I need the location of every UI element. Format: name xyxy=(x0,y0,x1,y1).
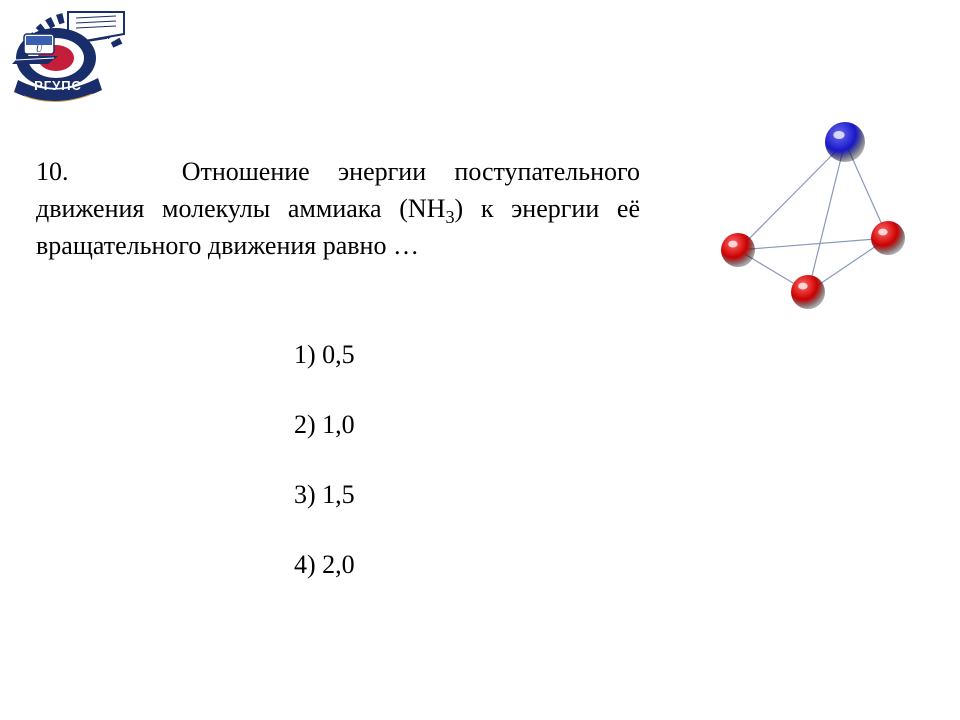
answer-option: 1) 0,5 xyxy=(294,340,355,370)
answer-option: 2) 1,0 xyxy=(294,410,355,440)
answer-option: 4) 2,0 xyxy=(294,550,355,580)
answer-list: 1) 0,5 2) 1,0 3) 1,5 4) 2,0 xyxy=(294,340,355,620)
university-logo: U РГУПС xyxy=(6,6,136,106)
question-line1: Отношение энергии поступательного xyxy=(182,157,640,186)
question-line2-pre: движения молекулы аммиака (NH xyxy=(36,194,445,223)
logo-letter: U xyxy=(36,44,43,54)
answer-option: 3) 1,5 xyxy=(294,480,355,510)
question-text: 10. Отношение энергии поступательного дв… xyxy=(36,154,640,265)
question-line2-post: ) к энергии её xyxy=(455,194,640,223)
molecule-diagram xyxy=(690,120,920,320)
logo-text-rgups: РГУПС xyxy=(34,78,82,93)
question-line2-sub: 3 xyxy=(445,207,454,227)
question-line3: вращательного движения равно … xyxy=(36,228,640,265)
question-number: 10. xyxy=(36,157,69,186)
